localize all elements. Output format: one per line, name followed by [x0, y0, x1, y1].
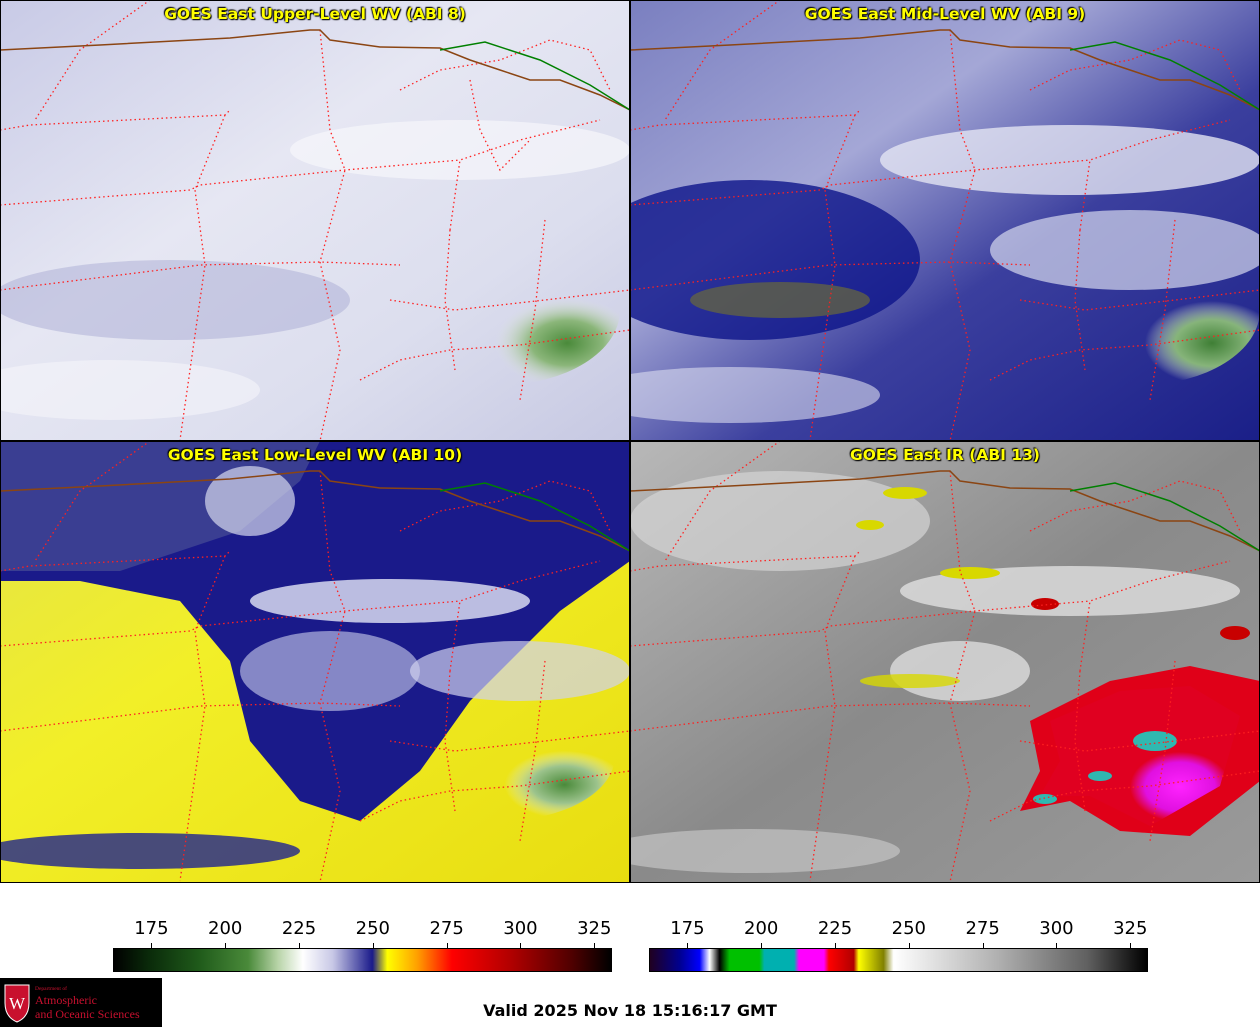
panel-title-ir: GOES East IR (ABI 13) [850, 446, 1040, 464]
panel-ir: GOES East IR (ABI 13) [630, 441, 1260, 882]
svg-text:W: W [9, 994, 26, 1013]
panel-title-mid: GOES East Mid-Level WV (ABI 9) [804, 5, 1086, 23]
wv-colorbar-tick-mark [151, 943, 153, 949]
ir-colorbar-tick-mark [908, 943, 910, 949]
low-level-wv-image [0, 441, 630, 882]
upper-level-wv-image [0, 0, 630, 441]
wv-colorbar [113, 948, 612, 972]
ir-colorbar-tick-label: 175 [670, 918, 705, 939]
aos-logo: W Department of Atmospheric and Oceanic … [0, 978, 162, 1027]
wv-colorbar-tick-mark [520, 943, 522, 949]
ir-colorbar-tick-label: 225 [817, 918, 853, 939]
wv-colorbar-tick-mark [299, 943, 301, 949]
ir-colorbar-tick-mark [1130, 943, 1132, 949]
mid-level-wv-image [630, 0, 1260, 441]
ir-colorbar-tick-mark [1056, 943, 1058, 949]
wv-colorbar-tick-label: 325 [577, 918, 612, 939]
panel-mid-level-wv: GOES East Mid-Level WV (ABI 9) [630, 0, 1260, 441]
wv-colorbar-tick-label: 200 [208, 918, 243, 939]
ir-colorbar-ticks: 175 200 225 250 275 300 325 [649, 918, 1148, 949]
uw-crest-icon: W [4, 984, 30, 1023]
wv-colorbar-tick-mark [594, 943, 596, 949]
valid-time: Valid 2025 Nov 18 15:16:17 GMT [483, 1001, 777, 1020]
ir-colorbar-tick-label: 325 [1113, 918, 1148, 939]
wv-colorbar-tick-mark [446, 943, 448, 949]
wv-colorbar-tick-mark [372, 943, 374, 949]
ir-colorbar-tick-label: 250 [891, 918, 927, 939]
logo-department: Department of [35, 986, 67, 992]
wv-colorbar-tick-label: 300 [503, 918, 538, 939]
ir-colorbar-tick-label: 300 [1039, 918, 1074, 939]
ir-colorbar-tick-mark [687, 943, 689, 949]
wv-colorbar-tick-label: 225 [281, 918, 317, 939]
logo-line2: and Oceanic Sciences [35, 1007, 140, 1021]
wv-colorbar-tick-label: 250 [355, 918, 391, 939]
ir-colorbar-tick-label: 275 [965, 918, 1000, 939]
ir-colorbar [649, 948, 1148, 972]
ir-colorbar-tick-mark [761, 943, 763, 949]
wv-colorbar-tick-label: 275 [429, 918, 464, 939]
ir-colorbar-tick-mark [982, 943, 984, 949]
panel-title-upper: GOES East Upper-Level WV (ABI 8) [164, 5, 466, 23]
panel-upper-level-wv: GOES East Upper-Level WV (ABI 8) [0, 0, 630, 441]
ir-colorbar-tick-label: 200 [744, 918, 779, 939]
wv-colorbar-ticks: 175 200 225 250 275 300 325 [113, 918, 612, 949]
wv-colorbar-tick-label: 175 [134, 918, 169, 939]
logo-line1: Atmospheric [35, 993, 97, 1007]
wv-colorbar-tick-mark [225, 943, 227, 949]
ir-colorbar-tick-mark [835, 943, 837, 949]
ir-image [630, 441, 1260, 882]
panel-low-level-wv: GOES East Low-Level WV (ABI 10) [0, 441, 630, 882]
panel-title-low: GOES East Low-Level WV (ABI 10) [167, 446, 463, 464]
